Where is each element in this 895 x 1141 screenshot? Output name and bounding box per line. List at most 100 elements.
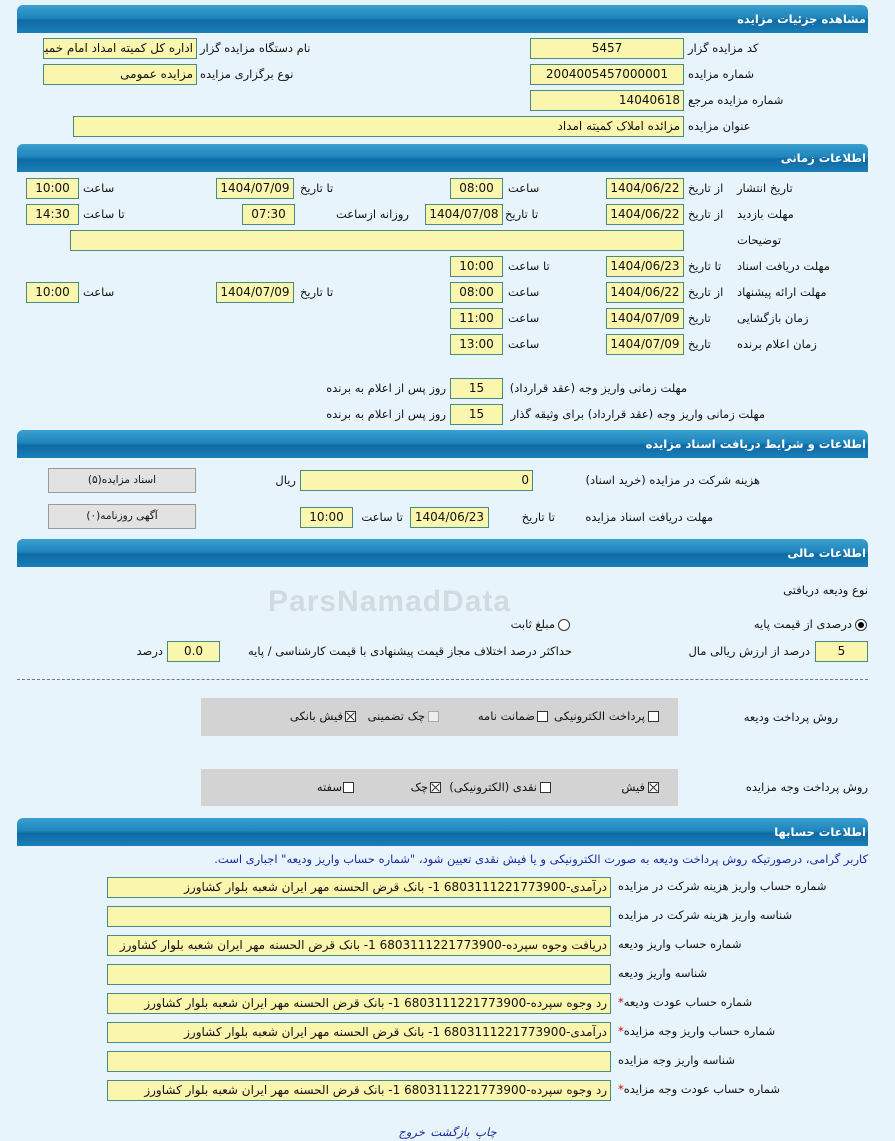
label: تاریخ (688, 337, 711, 351)
label: مبلغ ثابت (510, 617, 555, 631)
auction-type-field[interactable]: مزایده عمومی (43, 64, 197, 85)
label: تا تاریخ (521, 510, 555, 524)
label: فیش بانکی (289, 709, 343, 723)
label: روش پرداخت ودیعه (743, 710, 838, 724)
label: ساعت (508, 181, 540, 195)
label: ریال (275, 473, 296, 487)
required-mark: * (618, 995, 624, 1009)
checkbox-cheque[interactable] (430, 782, 441, 793)
label: نقدی (الکترونیکی) (449, 780, 537, 794)
newspaper-ads-button[interactable]: آگهی روزنامه(۰) (48, 504, 196, 529)
label: تا ساعت (361, 510, 403, 524)
pay-deadline-field[interactable]: 15 (450, 378, 503, 399)
visit-to-date[interactable]: 1404/07/08 (425, 204, 503, 225)
org-name-field[interactable]: اداره کل کمیته امداد امام خمینی (43, 38, 197, 59)
exit-link[interactable]: خروج (398, 1125, 425, 1139)
label: نوع ودیعه دریافتی (783, 583, 868, 597)
offer-from-date[interactable]: 1404/06/22 (606, 282, 684, 303)
offer-to-time[interactable]: 10:00 (26, 282, 79, 303)
description-field[interactable] (70, 230, 684, 251)
label: مهلت ارائه پیشنهاد (737, 285, 827, 299)
winner-date[interactable]: 1404/07/09 (606, 334, 684, 355)
label: توضیحات (737, 233, 782, 247)
label: شماره مزایده (688, 67, 754, 81)
account-field[interactable]: دریافت وجوه سپرده-6803111221773900 1- با… (107, 935, 611, 956)
section-title: مشاهده جزئیات مزایده (737, 12, 866, 26)
publish-to-time[interactable]: 10:00 (26, 178, 79, 199)
max-diff-field[interactable]: 0.0 (167, 641, 220, 662)
label: چک (410, 780, 428, 794)
deposit-methods-box (201, 698, 678, 736)
account-label-text: شماره حساب واریز وجه مزایده (623, 1024, 776, 1038)
label: چک تضمینی (367, 709, 425, 723)
account-field[interactable]: درآمدی-6803111221773900 1- بانک قرض الحس… (107, 877, 611, 898)
auction-subject-field[interactable]: مزائده املاک کمیته امداد (73, 116, 684, 137)
account-field[interactable]: درآمدی-6803111221773900 1- بانک قرض الحس… (107, 1022, 611, 1043)
docs-to-date[interactable]: 1404/06/23 (606, 256, 684, 277)
label: مهلت زمانی واریز وجه (عقد قرارداد) برای … (510, 407, 765, 421)
opening-date[interactable]: 1404/07/09 (606, 308, 684, 329)
checkbox-guarantee-cheque[interactable] (428, 711, 439, 722)
account-label: شماره حساب واریز هزینه شرکت در مزایده (618, 876, 826, 897)
deposit-percent-field[interactable]: 5 (815, 641, 868, 662)
auction-documents-button[interactable]: اسناد مزایده(۵) (48, 468, 196, 493)
label: تا تاریخ (300, 285, 334, 299)
checkbox-promissory[interactable] (343, 782, 354, 793)
account-field[interactable]: رد وجوه سپرده-6803111221773900 1- بانک ق… (107, 993, 611, 1014)
accounts-note: کاربر گرامی، درصورتیکه روش پرداخت ودیعه … (214, 852, 868, 866)
print-link[interactable]: چاپ (475, 1125, 497, 1139)
label: درصد از ارزش ریالی مال (688, 644, 810, 658)
offer-from-time[interactable]: 08:00 (450, 282, 503, 303)
docs-deadline-date[interactable]: 1404/06/23 (410, 507, 489, 528)
label: ساعت (508, 311, 540, 325)
publish-to-date[interactable]: 1404/07/09 (216, 178, 294, 199)
checkbox-guarantee[interactable] (537, 711, 548, 722)
label: تاریخ انتشار (737, 181, 793, 195)
account-label-text: شناسه واریز وجه مزایده (618, 1053, 736, 1067)
fee-field[interactable]: 0 (300, 470, 533, 491)
account-field[interactable] (107, 964, 611, 985)
visit-from-date[interactable]: 1404/06/22 (606, 204, 684, 225)
label: درصدی از قیمت پایه (753, 617, 852, 631)
section-title: اطلاعات مالی (787, 546, 866, 560)
radio-percent[interactable] (855, 619, 867, 631)
pay-deadline-collateral-field[interactable]: 15 (450, 404, 503, 425)
auctioneer-code-field[interactable]: 5457 (530, 38, 684, 59)
label: ساعت (83, 181, 115, 195)
required-mark: * (618, 1024, 624, 1038)
section-title: اطلاعات و شرایط دریافت اسناد مزایده (645, 437, 866, 451)
checkbox-electronic[interactable] (648, 711, 659, 722)
docs-to-time[interactable]: 10:00 (450, 256, 503, 277)
back-link[interactable]: بازگشت (430, 1125, 470, 1139)
label: روز پس از اعلام به برنده (326, 381, 446, 395)
winner-time[interactable]: 13:00 (450, 334, 503, 355)
watermark: ParsNamadData (268, 585, 512, 618)
auction-number-field[interactable]: 2004005457000001 (530, 64, 684, 85)
label: درصد (136, 644, 163, 658)
visit-daily-from-time[interactable]: 07:30 (242, 204, 295, 225)
account-field[interactable]: رد وجوه سپرده-6803111221773900 1- بانک ق… (107, 1080, 611, 1101)
publish-from-date[interactable]: 1404/06/22 (606, 178, 684, 199)
label: مهلت دریافت اسناد مزایده (585, 510, 713, 524)
label: زمان بازگشایی (737, 311, 809, 325)
required-mark: * (618, 1082, 624, 1096)
label: مهلت زمانی واریز وجه (عقد قرارداد) (509, 381, 687, 395)
publish-from-time[interactable]: 08:00 (450, 178, 503, 199)
offer-to-date[interactable]: 1404/07/09 (216, 282, 294, 303)
account-field[interactable] (107, 1051, 611, 1072)
account-field[interactable] (107, 906, 611, 927)
checkbox-bank-slip[interactable] (345, 711, 356, 722)
docs-deadline-time[interactable]: 10:00 (300, 507, 353, 528)
account-label: شناسه واریز وجه مزایده (618, 1050, 735, 1071)
reference-number-field[interactable]: 14040618 (530, 90, 684, 111)
checkbox-cash-electronic[interactable] (540, 782, 551, 793)
visit-to-time[interactable]: 14:30 (26, 204, 79, 225)
account-label-text: شماره حساب عودت وجه مزایده (623, 1082, 780, 1096)
opening-time[interactable]: 11:00 (450, 308, 503, 329)
section-title: اطلاعات حسابها (774, 825, 866, 839)
section-header-accounts: اطلاعات حسابها (17, 818, 868, 846)
checkbox-slip[interactable] (648, 782, 659, 793)
label: نام دستگاه مزایده گزار (200, 41, 311, 55)
radio-fixed[interactable] (558, 619, 570, 631)
label: هزینه شرکت در مزایده (خرید اسناد) (585, 473, 761, 487)
